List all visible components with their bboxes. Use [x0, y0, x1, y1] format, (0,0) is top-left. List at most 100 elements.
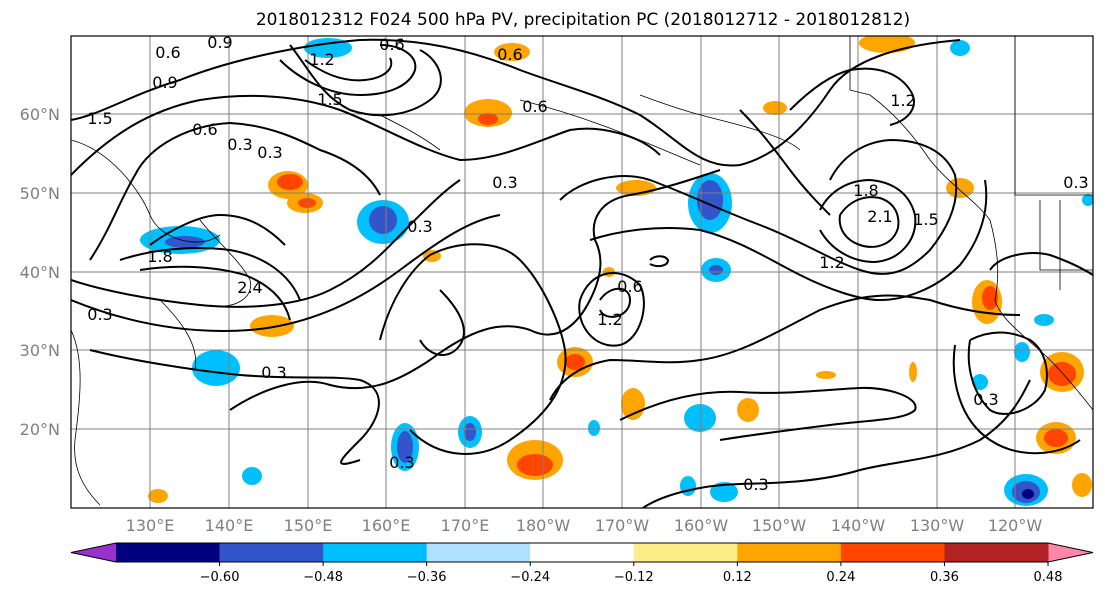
colorbar-segment — [116, 543, 221, 562]
precip-positive-area — [298, 198, 316, 208]
coastlines — [71, 36, 1093, 506]
contour-label: 0.9 — [207, 33, 232, 52]
lat-label: 20°N — [20, 420, 60, 439]
precip-positive-area — [478, 113, 498, 125]
colorbar-segment — [219, 543, 324, 562]
colorbar-extend-low — [71, 543, 116, 562]
contour-label: 1.5 — [87, 109, 112, 128]
lon-label: 130°E — [126, 516, 175, 535]
precipitation-shading — [140, 36, 1093, 506]
longitude-labels: 130°E 140°E 150°E 160°E 170°E 180°W 170°… — [126, 516, 1043, 535]
precip-positive-area — [763, 101, 787, 115]
precip-negative-area — [464, 423, 476, 441]
colorbar-segment — [323, 543, 428, 562]
colorbar-segment — [737, 543, 842, 562]
precip-positive-area — [517, 454, 553, 476]
precip-positive-area — [816, 371, 836, 379]
colorbar-segment — [944, 543, 1049, 562]
contour-label: 0.3 — [261, 363, 286, 382]
precip-negative-area — [709, 265, 723, 275]
precip-positive-area — [1044, 429, 1068, 447]
colorbar-extend-high — [1048, 543, 1093, 562]
colorbar-tick-label: −0.36 — [407, 570, 447, 585]
contour-label: 0.6 — [155, 43, 180, 62]
colorbar-tick-label: −0.12 — [614, 570, 654, 585]
lat-label: 30°N — [20, 341, 60, 360]
precip-negative-area — [697, 180, 723, 220]
contour-label: 0.9 — [152, 73, 177, 92]
precip-positive-area — [982, 286, 998, 310]
colorbar-segment — [530, 543, 635, 562]
precip-positive-area — [250, 315, 294, 337]
precip-positive-area — [909, 362, 917, 382]
contour-label: 0.3 — [743, 475, 768, 494]
contour-label: 0.6 — [379, 35, 404, 54]
precip-positive-area — [621, 388, 645, 420]
colorbar: −0.60 −0.48 −0.36 −0.24 −0.12 0.12 0.24 0.36 0.4… — [70, 542, 1094, 585]
contour-label: 0.6 — [522, 97, 547, 116]
contour-label: 0.3 — [1063, 173, 1088, 192]
precip-negative-area — [588, 420, 600, 436]
precip-positive-area — [148, 489, 168, 503]
lon-label: 150°E — [284, 516, 333, 535]
contour-label: 2.4 — [237, 278, 262, 297]
contour-label: 1.2 — [309, 50, 334, 69]
precip-negative-area — [304, 38, 352, 58]
contour-label: 0.3 — [492, 173, 517, 192]
contour-label: 1.5 — [317, 90, 342, 109]
contour-label: 1.8 — [147, 247, 172, 266]
lon-label: 160°E — [362, 516, 411, 535]
contour-label: 1.2 — [819, 253, 844, 272]
contour-labels: 0.6 0.9 0.6 0.6 0.9 1.2 1.5 1.5 0.6 0.3 … — [87, 33, 1088, 494]
contour-label: 0.3 — [257, 143, 282, 162]
precip-negative-area — [1082, 194, 1093, 206]
precip-negative-area — [680, 476, 696, 496]
precip-positive-area — [1048, 362, 1076, 386]
colorbar-tick-label: 0.24 — [826, 570, 855, 585]
precip-positive-area — [565, 354, 585, 370]
colorbar-segment — [633, 543, 738, 562]
precip-positive-area — [277, 174, 303, 190]
lon-label: 170°E — [441, 516, 490, 535]
colorbar-segment — [426, 543, 531, 562]
lon-label: 150°W — [752, 516, 807, 535]
latitude-labels: 60°N 50°N 40°N 30°N 20°N — [20, 105, 60, 439]
colorbar-segment — [840, 543, 945, 562]
precip-negative-area — [972, 374, 988, 390]
lon-label: 130°W — [910, 516, 965, 535]
contour-label: 0.6 — [192, 120, 217, 139]
colorbar-tick-label: −0.48 — [303, 570, 343, 585]
precip-positive-area — [737, 398, 759, 422]
precip-negative-area — [369, 206, 397, 234]
precip-positive-area — [1072, 473, 1092, 497]
contour-label: 1.5 — [913, 210, 938, 229]
precip-negative-area — [1022, 489, 1034, 499]
precip-positive-area — [494, 43, 530, 61]
lon-label: 120°W — [988, 516, 1043, 535]
precip-negative-area — [397, 431, 413, 463]
contour-label: 0.6 — [497, 45, 522, 64]
contour-label: 0.3 — [407, 217, 432, 236]
lat-label: 50°N — [20, 184, 60, 203]
contour-label: 0.3 — [973, 390, 998, 409]
colorbar-tick-label: 0.12 — [723, 570, 752, 585]
map-panel: 0.6 0.9 0.6 0.6 0.9 1.2 1.5 1.5 0.6 0.3 … — [70, 33, 1094, 509]
precip-negative-area — [242, 467, 262, 485]
contour-label: 0.3 — [389, 453, 414, 472]
figure-title: 2018012312 F024 500 hPa PV, precipitatio… — [256, 10, 910, 30]
lon-label: 160°W — [674, 516, 729, 535]
contour-label: 1.2 — [890, 91, 915, 110]
precip-negative-area — [192, 350, 240, 386]
lon-label: 140°E — [205, 516, 254, 535]
contour-label: 1.8 — [853, 181, 878, 200]
lat-label: 60°N — [20, 105, 60, 124]
precip-negative-area — [950, 40, 970, 56]
lon-label: 170°W — [595, 516, 650, 535]
colorbar-tick-label: −0.60 — [200, 570, 240, 585]
map-frame — [70, 35, 1094, 509]
pv-contours — [71, 38, 1093, 508]
precip-negative-area — [165, 236, 205, 248]
lon-label: 180°W — [516, 516, 571, 535]
precip-negative-area — [1034, 314, 1054, 326]
